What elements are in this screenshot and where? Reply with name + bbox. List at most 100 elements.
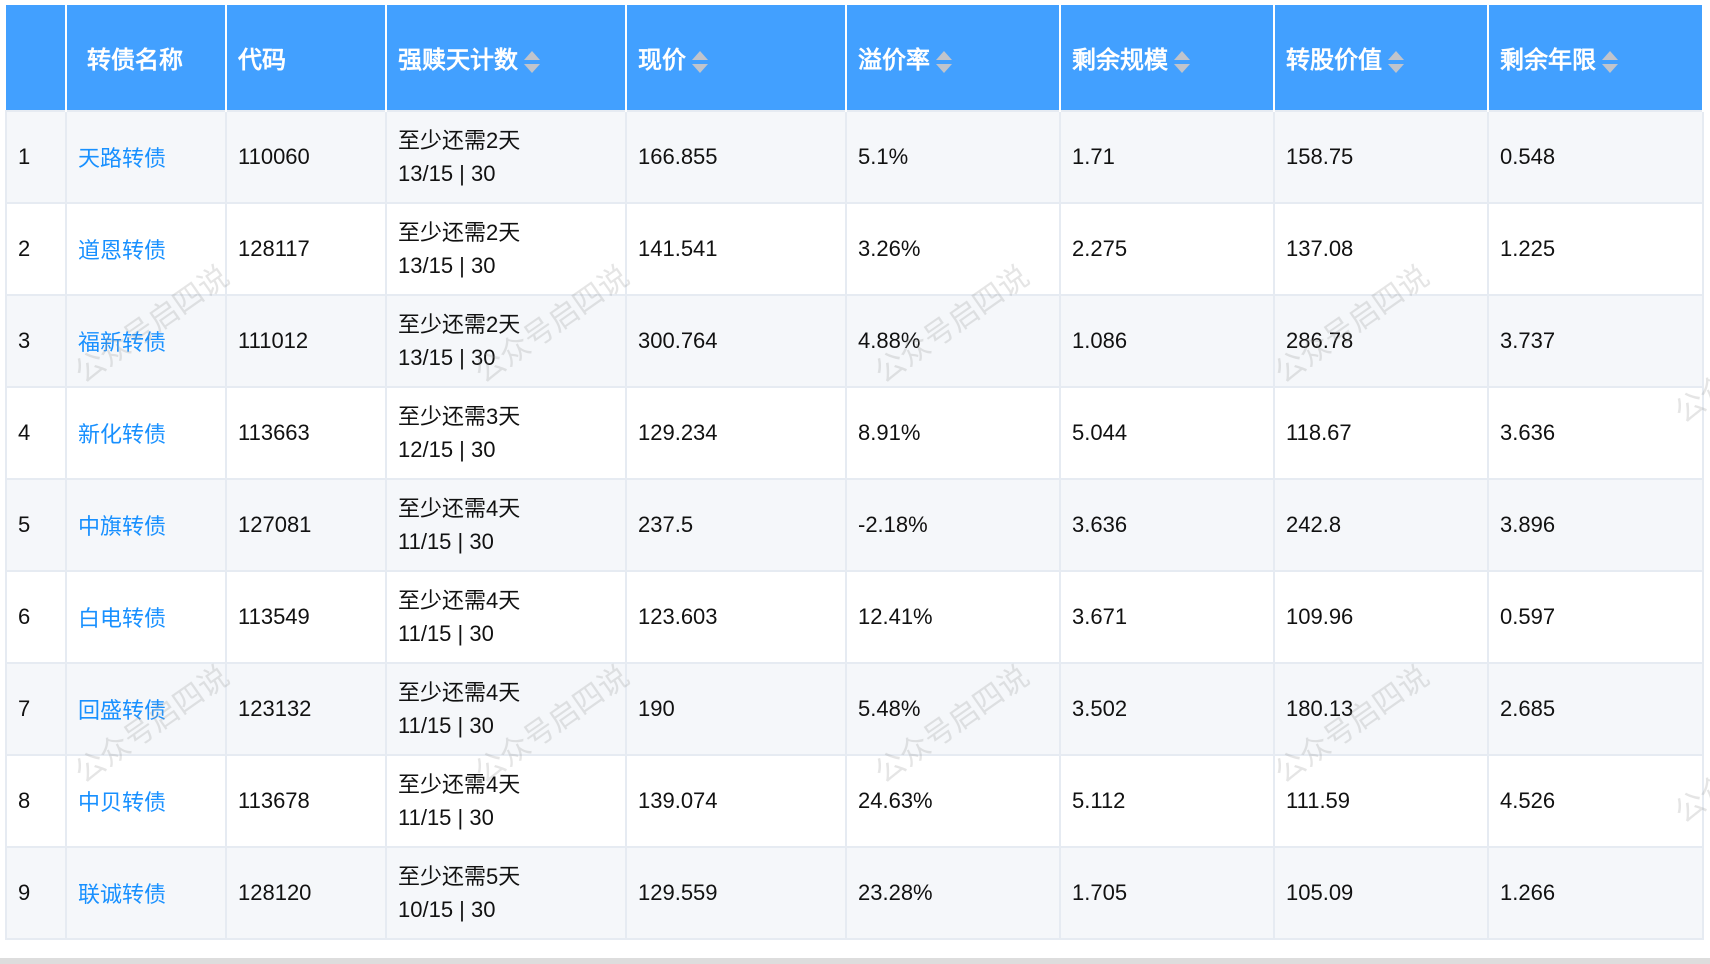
bond-name-link[interactable]: 白电转债 xyxy=(65,570,227,664)
header-label: 剩余规模 xyxy=(1072,47,1168,74)
bond-code: 127081 xyxy=(225,478,387,572)
header-label: 转债名称 xyxy=(87,47,183,74)
remaining-years: 0.548 xyxy=(1487,110,1704,204)
row-index: 1 xyxy=(5,110,67,204)
redemption-count: 至少还需2天 13/15 | 30 xyxy=(385,294,627,388)
conversion-value: 286.78 xyxy=(1273,294,1489,388)
days-remaining: 至少还需3天 xyxy=(398,404,521,429)
remaining-size: 3.671 xyxy=(1059,570,1275,664)
row-index: 3 xyxy=(5,294,67,388)
sort-icon[interactable] xyxy=(524,50,540,73)
bond-name-link[interactable]: 中旗转债 xyxy=(65,478,227,572)
remaining-size: 1.086 xyxy=(1059,294,1275,388)
days-remaining: 至少还需4天 xyxy=(398,496,521,521)
price: 237.5 xyxy=(625,478,847,572)
redemption-count: 至少还需3天 12/15 | 30 xyxy=(385,386,627,480)
bond-name-link[interactable]: 道恩转债 xyxy=(65,202,227,296)
redemption-count: 至少还需4天 11/15 | 30 xyxy=(385,662,627,756)
table-row[interactable]: 4 新化转债 113663 至少还需3天 12/15 | 30 129.234 8… xyxy=(5,386,1704,480)
premium-rate: 5.1% xyxy=(845,110,1061,204)
conversion-value: 111.59 xyxy=(1273,754,1489,848)
header-years[interactable]: 剩余年限 xyxy=(1487,5,1704,111)
redemption-count: 至少还需2天 13/15 | 30 xyxy=(385,202,627,296)
remaining-size: 1.705 xyxy=(1059,846,1275,940)
row-index: 2 xyxy=(5,202,67,296)
conversion-value: 180.13 xyxy=(1273,662,1489,756)
bond-code: 123132 xyxy=(225,662,387,756)
bond-name-link[interactable]: 新化转债 xyxy=(65,386,227,480)
table-row[interactable]: 5 中旗转债 127081 至少还需4天 11/15 | 30 237.5 -2.… xyxy=(5,478,1704,572)
days-remaining: 至少还需5天 xyxy=(398,864,521,889)
bond-table: 转债名称 代码 强赎天计数 现价 溢价率 剩余规模 转股价值 剩余年限 1 天路… xyxy=(5,5,1704,940)
table-row[interactable]: 8 中贝转债 113678 至少还需4天 11/15 | 30 139.074 2… xyxy=(5,754,1704,848)
header-days[interactable]: 强赎天计数 xyxy=(385,5,627,111)
bond-name-link[interactable]: 天路转债 xyxy=(65,110,227,204)
redemption-count: 至少还需4天 11/15 | 30 xyxy=(385,570,627,664)
remaining-years: 1.266 xyxy=(1487,846,1704,940)
header-code: 代码 xyxy=(225,5,387,111)
conversion-value: 242.8 xyxy=(1273,478,1489,572)
table-row[interactable]: 3 福新转债 111012 至少还需2天 13/15 | 30 300.764 4… xyxy=(5,294,1704,388)
header-row: 转债名称 代码 强赎天计数 现价 溢价率 剩余规模 转股价值 剩余年限 xyxy=(6,5,1704,111)
header-conversion-value[interactable]: 转股价值 xyxy=(1273,5,1489,111)
header-premium[interactable]: 溢价率 xyxy=(845,5,1061,111)
remaining-size: 5.044 xyxy=(1059,386,1275,480)
header-label: 代码 xyxy=(238,47,286,74)
remaining-years: 3.896 xyxy=(1487,478,1704,572)
header-label: 转股价值 xyxy=(1286,47,1382,74)
sort-icon[interactable] xyxy=(936,50,952,73)
header-price[interactable]: 现价 xyxy=(625,5,847,111)
premium-rate: 24.63% xyxy=(845,754,1061,848)
header-name: 转债名称 xyxy=(65,5,227,111)
day-count: 11/15 | 30 xyxy=(398,805,494,830)
day-count: 12/15 | 30 xyxy=(398,437,496,462)
conversion-value: 158.75 xyxy=(1273,110,1489,204)
bond-code: 128120 xyxy=(225,846,387,940)
days-remaining: 至少还需2天 xyxy=(398,220,521,245)
price: 123.603 xyxy=(625,570,847,664)
horizontal-scrollbar[interactable] xyxy=(0,958,1710,964)
table-row[interactable]: 1 天路转债 110060 至少还需2天 13/15 | 30 166.855 5… xyxy=(5,110,1704,204)
price: 300.764 xyxy=(625,294,847,388)
remaining-years: 2.685 xyxy=(1487,662,1704,756)
sort-icon[interactable] xyxy=(692,50,708,73)
conversion-value: 105.09 xyxy=(1273,846,1489,940)
bond-code: 113678 xyxy=(225,754,387,848)
sort-icon[interactable] xyxy=(1174,50,1190,73)
table-row[interactable]: 2 道恩转债 128117 至少还需2天 13/15 | 30 141.541 3… xyxy=(5,202,1704,296)
premium-rate: 5.48% xyxy=(845,662,1061,756)
days-remaining: 至少还需4天 xyxy=(398,772,521,797)
remaining-years: 4.526 xyxy=(1487,754,1704,848)
day-count: 13/15 | 30 xyxy=(398,161,496,186)
price: 129.234 xyxy=(625,386,847,480)
day-count: 13/15 | 30 xyxy=(398,253,496,278)
bond-name-link[interactable]: 中贝转债 xyxy=(65,754,227,848)
remaining-years: 3.636 xyxy=(1487,386,1704,480)
premium-rate: 12.41% xyxy=(845,570,1061,664)
sort-icon[interactable] xyxy=(1602,50,1618,73)
bond-name-link[interactable]: 回盛转债 xyxy=(65,662,227,756)
remaining-years: 0.597 xyxy=(1487,570,1704,664)
table-row[interactable]: 9 联诚转债 128120 至少还需5天 10/15 | 30 129.559 2… xyxy=(5,846,1704,940)
bond-name-link[interactable]: 福新转债 xyxy=(65,294,227,388)
sort-icon[interactable] xyxy=(1388,50,1404,73)
days-remaining: 至少还需2天 xyxy=(398,312,521,337)
redemption-count: 至少还需4天 11/15 | 30 xyxy=(385,754,627,848)
redemption-count: 至少还需4天 11/15 | 30 xyxy=(385,478,627,572)
header-size[interactable]: 剩余规模 xyxy=(1059,5,1275,111)
day-count: 11/15 | 30 xyxy=(398,713,494,738)
bond-code: 113549 xyxy=(225,570,387,664)
premium-rate: 23.28% xyxy=(845,846,1061,940)
bond-code: 128117 xyxy=(225,202,387,296)
table-row[interactable]: 7 回盛转债 123132 至少还需4天 11/15 | 30 190 5.48%… xyxy=(5,662,1704,756)
bond-code: 110060 xyxy=(225,110,387,204)
price: 139.074 xyxy=(625,754,847,848)
day-count: 11/15 | 30 xyxy=(398,621,494,646)
row-index: 5 xyxy=(5,478,67,572)
remaining-size: 1.71 xyxy=(1059,110,1275,204)
header-index xyxy=(6,5,67,111)
row-index: 6 xyxy=(5,570,67,664)
redemption-count: 至少还需2天 13/15 | 30 xyxy=(385,110,627,204)
bond-name-link[interactable]: 联诚转债 xyxy=(65,846,227,940)
table-row[interactable]: 6 白电转债 113549 至少还需4天 11/15 | 30 123.603 1… xyxy=(5,570,1704,664)
